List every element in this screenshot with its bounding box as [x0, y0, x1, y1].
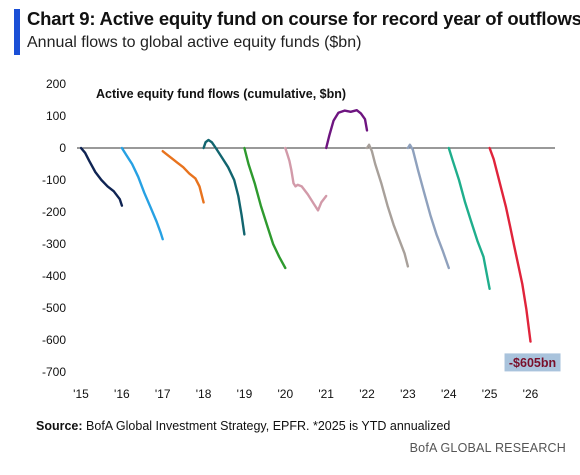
source-text: BofA Global Investment Strategy, EPFR. *… — [86, 419, 451, 433]
series-line-1 — [79, 146, 124, 207]
series-line-8 — [365, 143, 410, 268]
series-line-6 — [284, 146, 328, 212]
inner-chart-title: Active equity fund flows (cumulative, $b… — [96, 87, 346, 101]
series-line-2 — [120, 146, 164, 241]
chart-subtitle: Annual flows to global active equity fun… — [27, 34, 362, 51]
x-tick-label: '23 — [400, 387, 416, 401]
annotation-callout-label: -$605bn — [509, 356, 556, 370]
series-line-10 — [447, 146, 491, 290]
y-tick-label: -700 — [42, 365, 66, 379]
x-tick-label: '21 — [318, 387, 334, 401]
x-tick-label: '24 — [441, 387, 457, 401]
y-tick-label: 200 — [46, 77, 66, 91]
brand-footer: BofA GLOBAL RESEARCH — [409, 441, 566, 455]
y-tick-label: -400 — [42, 269, 66, 283]
source-note: Source: BofA Global Investment Strategy,… — [36, 419, 450, 433]
series-line-5 — [243, 146, 287, 270]
series-line-7 — [325, 108, 369, 150]
y-tick-label: 0 — [59, 141, 66, 155]
title-accent-bar — [14, 9, 20, 55]
x-tick-label: '25 — [482, 387, 498, 401]
chart-title: Chart 9: Active equity fund on course fo… — [27, 8, 580, 29]
x-tick-label: '16 — [114, 387, 130, 401]
series-line-3 — [161, 149, 205, 204]
y-tick-label: 100 — [46, 109, 66, 123]
series-line-11 — [488, 146, 532, 343]
x-tick-label: '26 — [523, 387, 539, 401]
x-tick-label: '22 — [359, 387, 375, 401]
series-line-4 — [202, 138, 246, 236]
y-tick-label: -100 — [42, 173, 66, 187]
y-tick-label: -200 — [42, 205, 66, 219]
x-tick-label: '19 — [237, 387, 253, 401]
x-tick-label: '20 — [277, 387, 293, 401]
series-line-9 — [406, 143, 450, 270]
y-tick-label: -500 — [42, 301, 66, 315]
y-tick-label: -600 — [42, 333, 66, 347]
x-tick-label: '18 — [196, 387, 212, 401]
x-tick-label: '17 — [155, 387, 171, 401]
source-label: Source: — [36, 419, 83, 433]
x-tick-label: '15 — [73, 387, 89, 401]
annotation-callout-box — [504, 353, 561, 372]
y-tick-label: -300 — [42, 237, 66, 251]
